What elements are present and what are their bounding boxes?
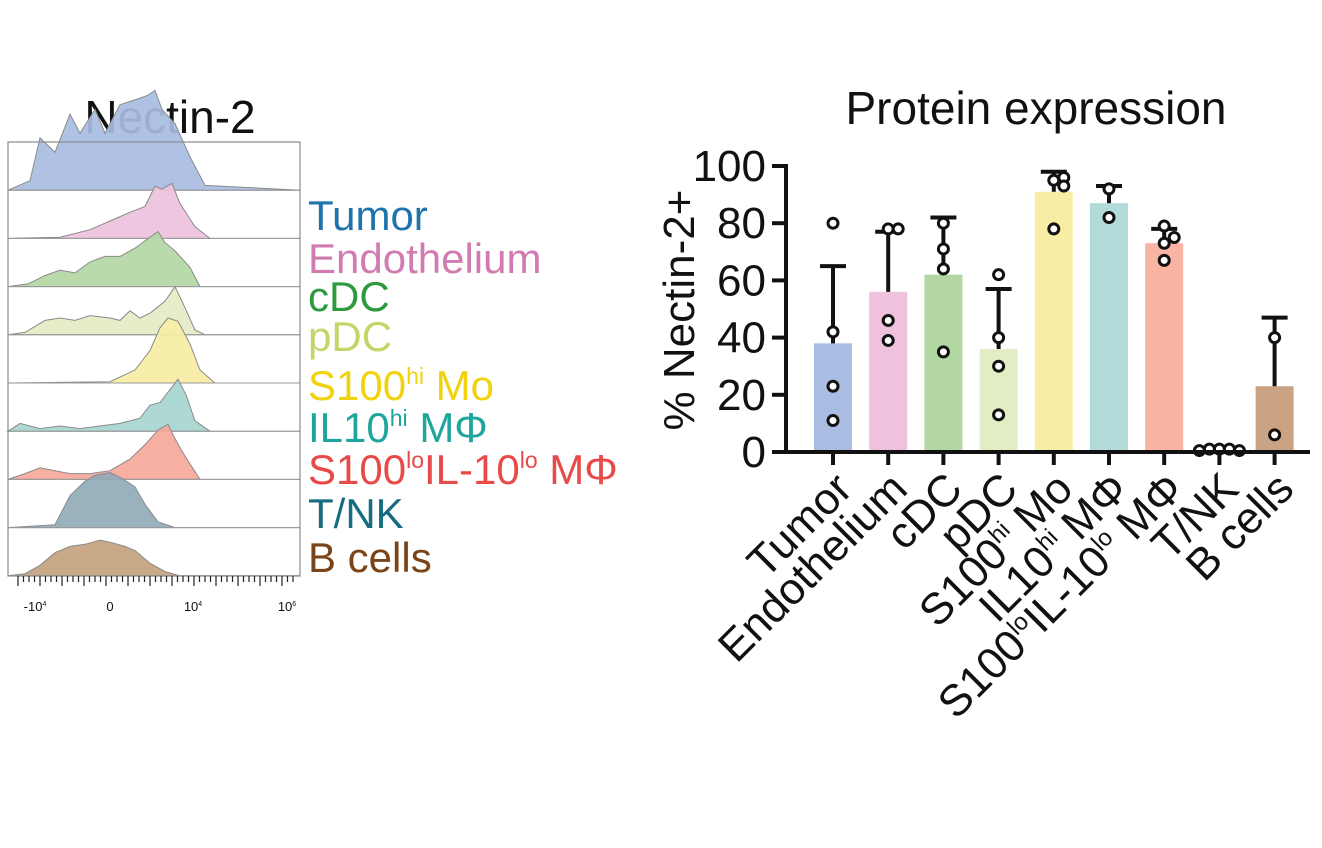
histogram-frame — [7, 141, 301, 577]
histogram-curve-8 — [7, 539, 300, 577]
histogram-x-tick-label-0: -104 — [24, 599, 47, 614]
data-point-4-0 — [1047, 173, 1061, 187]
legend-label-1: Endothelium — [308, 235, 541, 282]
data-point-6-3 — [1157, 253, 1171, 267]
data-points — [826, 170, 1282, 458]
data-point-2-3 — [936, 345, 950, 359]
data-point-0-2 — [826, 379, 840, 393]
data-point-3-2 — [992, 359, 1006, 373]
bar-chart-panel: Protein expression % Nectin-2+ 0 20 40 60 80… — [655, 82, 1310, 728]
data-point-2-2 — [936, 262, 950, 276]
data-point-1-1 — [891, 222, 905, 236]
data-point-1-2 — [881, 333, 895, 347]
data-point-4-2 — [1057, 179, 1071, 193]
data-point-0-1 — [826, 325, 840, 339]
data-point-8-0 — [1268, 331, 1282, 345]
histogram-curve-3 — [7, 285, 300, 336]
data-point-2-1 — [936, 242, 950, 256]
legend-label-0: Tumor — [308, 192, 428, 239]
histogram-curve-0 — [7, 89, 301, 191]
histogram-x-tick-label-2: 104 — [184, 599, 202, 614]
bar-5 — [1090, 203, 1128, 452]
y-tick-label-0: 0 — [742, 428, 766, 477]
bar-6 — [1145, 243, 1184, 452]
bar-chart-y-axis: 0 20 40 60 80 100 — [693, 142, 788, 477]
bar-chart-title: Protein expression — [846, 82, 1227, 134]
data-point-8-1 — [1268, 428, 1282, 442]
legend-label-4: S100hi Mo — [308, 362, 494, 409]
y-tick-label-1: 20 — [717, 371, 766, 420]
legend-label-3: pDC — [308, 313, 392, 360]
legend-label-8: B cells — [308, 534, 432, 581]
histogram-x-axis: -104 0 104 106 — [17, 576, 296, 614]
y-tick-label-5: 100 — [693, 142, 766, 191]
data-point-6-0 — [1157, 219, 1171, 233]
legend-label-5: IL10hi MΦ — [308, 404, 488, 451]
data-point-1-3 — [881, 313, 895, 327]
histogram-rows — [6, 89, 301, 577]
data-point-6-1 — [1157, 236, 1171, 250]
legend-label-6: S100loIL-10lo MΦ — [308, 446, 618, 493]
histogram-curve-2 — [7, 230, 300, 288]
bar-2 — [924, 274, 963, 452]
histogram-x-tick-label-3: 106 — [278, 599, 296, 614]
bar-0 — [814, 343, 852, 452]
histogram-panel: Nectin-2 -104 0 104 106 TumorEndotheliumcDC… — [6, 89, 618, 614]
data-point-3-0 — [992, 268, 1006, 282]
histogram-curve-6 — [7, 423, 300, 480]
histogram-curve-1 — [7, 182, 300, 239]
data-point-5-1 — [1102, 210, 1116, 224]
y-tick-label-2: 40 — [717, 314, 766, 363]
data-point-3-3 — [992, 408, 1006, 422]
data-point-4-3 — [1047, 222, 1061, 236]
bar-8 — [1255, 386, 1294, 452]
histogram-curve-7 — [7, 471, 300, 529]
data-point-5-0 — [1102, 182, 1116, 196]
y-tick-label-3: 60 — [717, 256, 766, 305]
legend-label-2: cDC — [308, 273, 390, 320]
data-point-3-1 — [992, 331, 1006, 345]
histogram-curve-5 — [6, 378, 300, 432]
data-point-0-3 — [826, 414, 840, 428]
legend-label-7: T/NK — [308, 490, 404, 537]
data-point-0-0 — [826, 216, 840, 230]
data-point-6-2 — [1167, 231, 1181, 244]
histogram-x-tick-label-1: 0 — [106, 599, 113, 614]
bar-chart-y-axis-label: % Nectin-2+ — [655, 190, 704, 431]
data-point-2-0 — [936, 216, 950, 230]
y-tick-label-4: 80 — [717, 199, 766, 248]
